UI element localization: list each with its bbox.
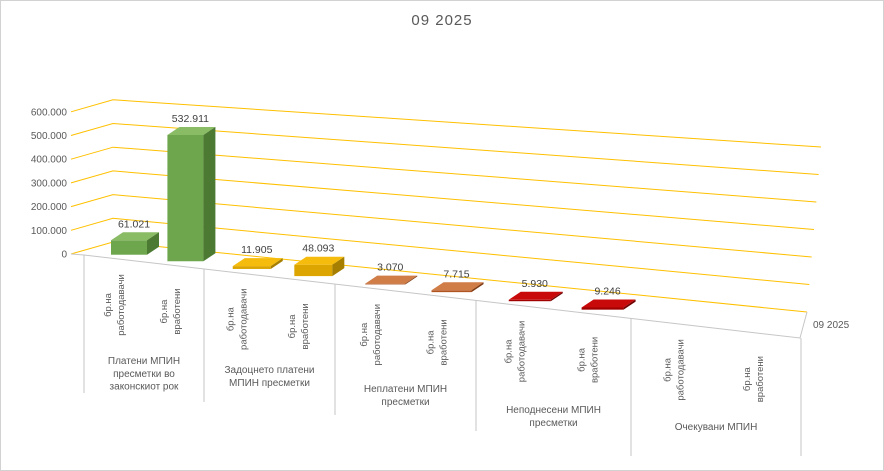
gridline — [70, 194, 812, 258]
category-label: Задоцнето платени — [224, 365, 314, 376]
slot-label: бр.на — [359, 322, 370, 347]
slot-label: работодавачи — [517, 321, 528, 383]
y-axis-tick-label: 400.000 — [31, 155, 68, 166]
slot-label: вработени — [438, 319, 449, 365]
bar-front-face[interactable] — [431, 290, 472, 293]
y-axis-tick-label: 200.000 — [31, 202, 68, 213]
bar-top-face[interactable] — [581, 299, 636, 308]
gridline — [70, 122, 819, 175]
bar-top-face[interactable] — [232, 258, 283, 267]
bar-front-face[interactable] — [365, 283, 406, 285]
bar-top-face[interactable] — [167, 126, 216, 135]
chart-title: 09 2025 — [411, 12, 473, 29]
category-label: Неподнесени МПИН — [506, 405, 601, 416]
bar-top-face[interactable] — [508, 291, 563, 300]
gridline — [70, 217, 810, 285]
y-axis-tick-label: 600.000 — [31, 107, 68, 118]
slot-label: бр.на — [504, 339, 515, 364]
slot-label: бр.на — [742, 366, 753, 391]
bar-value-label: 11.905 — [241, 244, 272, 256]
bar-side-face[interactable] — [270, 258, 283, 269]
slot-label: вработени — [172, 288, 183, 334]
bar-value-label: 7.715 — [443, 268, 469, 280]
gridline — [70, 170, 815, 230]
bar-top-face[interactable] — [365, 275, 418, 284]
category-label: пресметки — [529, 418, 577, 429]
y-axis-tick-label: 300.000 — [31, 178, 68, 189]
slot-label: бр.на — [662, 357, 673, 382]
slot-label: вработени — [589, 337, 600, 383]
slot-label: вработени — [300, 303, 311, 349]
bar-top-face[interactable] — [294, 256, 345, 265]
y-axis-tick-label: 100.000 — [31, 226, 68, 237]
category-label: Очекувани МПИН — [675, 422, 758, 433]
slot-label: работодавачи — [675, 339, 686, 401]
bar-side-face[interactable] — [623, 299, 636, 310]
bar-front-face[interactable] — [508, 299, 551, 302]
bar-value-label: 9.246 — [594, 285, 620, 297]
slot-label: бр.на — [425, 330, 436, 355]
bar-front-face[interactable] — [294, 264, 333, 277]
bar-side-face[interactable] — [203, 126, 216, 262]
category-label: МПИН пресметки — [229, 378, 310, 389]
bar-value-label: 61.021 — [118, 218, 150, 230]
slot-label: работодавачи — [239, 288, 250, 350]
bar-front-face[interactable] — [167, 134, 204, 262]
bar-top-face[interactable] — [431, 282, 484, 291]
series-axis-label: 09 2025 — [813, 320, 850, 331]
bar-side-face[interactable] — [471, 282, 484, 293]
category-label: пресметки — [381, 397, 429, 408]
category-label: Неплатени МПИН — [364, 384, 447, 395]
bar-front-face[interactable] — [232, 266, 271, 269]
bar-side-face[interactable] — [405, 275, 418, 285]
bar-top-face[interactable] — [111, 232, 159, 241]
category-label: законскиот рок — [110, 382, 180, 393]
bar-side-face[interactable] — [550, 291, 563, 302]
bar-value-label: 3.070 — [377, 262, 403, 274]
bar-side-face[interactable] — [332, 256, 345, 277]
bar-front-face[interactable] — [111, 240, 147, 255]
slot-label: вработени — [755, 356, 766, 402]
bar-side-face[interactable] — [147, 232, 159, 255]
category-label: Платени МПИН — [108, 356, 180, 367]
slot-label: работодавачи — [116, 274, 127, 336]
gridline — [70, 99, 822, 148]
slot-label: бр.на — [287, 314, 298, 339]
category-label: пресметки во — [113, 369, 175, 380]
slot-label: бр.на — [103, 292, 114, 317]
bar-front-face[interactable] — [581, 307, 624, 310]
slot-label: бр.на — [576, 347, 587, 372]
slot-label: работодавачи — [372, 304, 383, 366]
bar-value-label: 532.911 — [172, 113, 209, 125]
y-axis-tick-label: 500.000 — [31, 131, 68, 142]
y-axis-tick-label: 0 — [61, 250, 67, 261]
bar-value-label: 5.930 — [522, 278, 548, 290]
gridline — [70, 146, 817, 203]
bar-value-label: 48.093 — [302, 243, 334, 255]
slot-label: бр.на — [159, 299, 170, 324]
floor-outline — [70, 253, 808, 339]
slot-label: бр.на — [226, 307, 237, 332]
